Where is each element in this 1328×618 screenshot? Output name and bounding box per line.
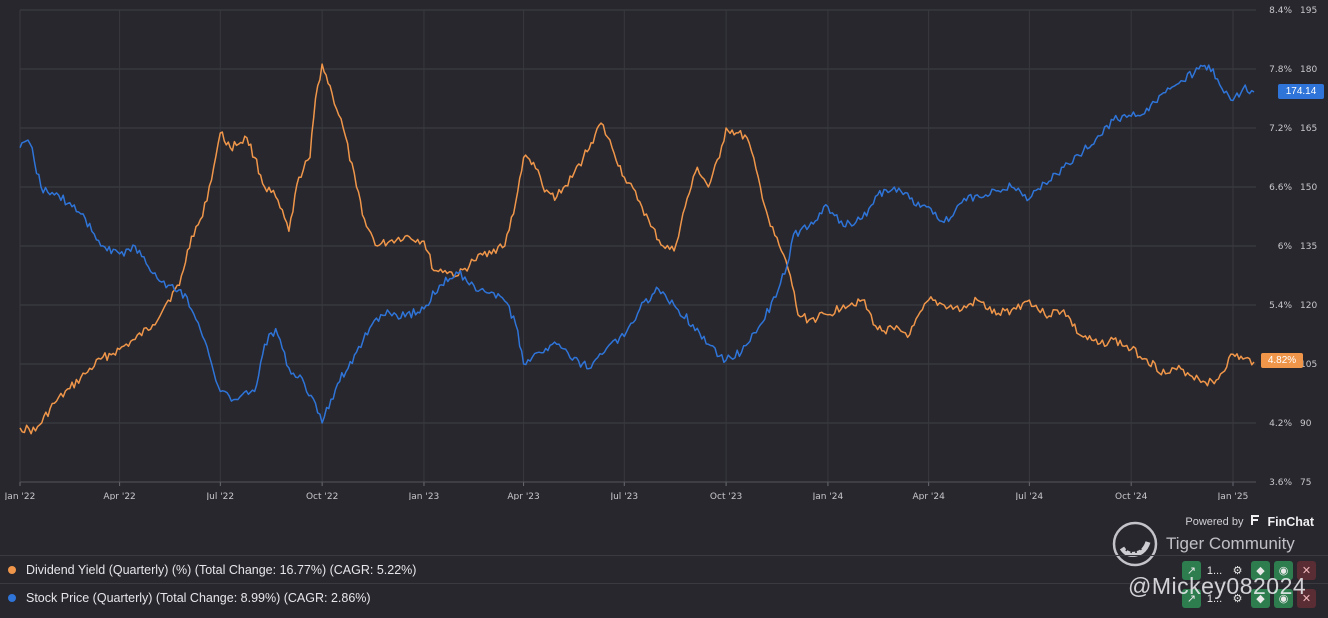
sort-icon[interactable]: 1... <box>1206 564 1223 577</box>
series-line-dividend-yield <box>19 63 1255 435</box>
tag-icon[interactable]: ◆ <box>1251 561 1270 580</box>
y-left-tick-label: 8.4% <box>1269 6 1292 16</box>
eye-icon[interactable]: ◉ <box>1274 561 1293 580</box>
series-line-stock-price <box>19 64 1255 424</box>
y-right-tick-label: 120 <box>1300 301 1317 311</box>
x-tick-label: Apr '22 <box>103 492 135 500</box>
chart-area: 8.4% 195 7.8% 180 7.2% 165 6.6% 150 6% 135 5.4% 120… <box>4 6 1318 500</box>
x-tick-label: Jul '22 <box>205 492 234 500</box>
last-yield-tag: 4.82% <box>1261 353 1303 368</box>
legend-label-stock-price: Stock Price (Quarterly) (Total Change: 8… <box>26 591 371 605</box>
sort-icon[interactable]: 1... <box>1206 592 1223 605</box>
x-tick-label: Apr '23 <box>507 492 539 500</box>
y-right-tick-label: 90 <box>1300 419 1312 429</box>
powered-by-label: Powered by <box>1185 515 1244 528</box>
close-icon[interactable]: ✕ <box>1297 589 1316 608</box>
close-icon[interactable]: ✕ <box>1297 561 1316 580</box>
gear-icon[interactable]: ⚙ <box>1232 565 1243 577</box>
legend-row-stock-price[interactable]: Stock Price (Quarterly) (Total Change: 8… <box>0 583 1328 612</box>
tag-icon[interactable]: ◆ <box>1251 589 1270 608</box>
powered-by-brand: FinChat <box>1267 514 1314 529</box>
legend-row-dividend-yield[interactable]: Dividend Yield (Quarterly) (%) (Total Ch… <box>0 555 1328 584</box>
y-left-tick-label: 7.2% <box>1269 124 1292 134</box>
legend-dot-stock-price <box>8 594 16 602</box>
trend-icon[interactable]: ↗ <box>1182 561 1201 580</box>
y-right-tick-label: 180 <box>1300 65 1317 75</box>
y-right-tick-label: 135 <box>1300 242 1317 252</box>
y-right-tick-label: 150 <box>1300 183 1317 193</box>
y-left-tick-label: 4.2% <box>1269 419 1292 429</box>
x-tick-label: Oct '24 <box>1115 492 1148 500</box>
y-left-tick-label: 7.8% <box>1269 65 1292 75</box>
y-left-tick-label: 5.4% <box>1269 301 1292 311</box>
powered-by: Powered by FinChat <box>1185 514 1314 529</box>
trend-icon[interactable]: ↗ <box>1182 589 1201 608</box>
y-right-tick-label: 195 <box>1300 6 1317 16</box>
last-price-tag: 174.14 <box>1278 84 1324 99</box>
x-tick-label: Apr '24 <box>912 492 945 500</box>
y-left-tick-label: 6.6% <box>1269 183 1292 193</box>
finchat-logo-icon <box>1249 514 1261 529</box>
y-left-tick-label: 6% <box>1278 242 1293 252</box>
x-tick-label: Jul '24 <box>1015 492 1044 500</box>
y-right-tick-label: 105 <box>1300 360 1317 370</box>
legend-dot-dividend-yield <box>8 566 16 574</box>
y-right-tick-label: 75 <box>1300 478 1311 488</box>
x-tick-label: Oct '22 <box>306 492 338 500</box>
watermark-community: Tiger Community <box>1166 534 1295 553</box>
y-left-tick-label: 3.6% <box>1269 478 1292 488</box>
x-tick-label: Jul '23 <box>609 492 638 500</box>
x-tick-label: Jan '25 <box>1217 492 1249 500</box>
gear-icon[interactable]: ⚙ <box>1232 593 1243 605</box>
legend-label-dividend-yield: Dividend Yield (Quarterly) (%) (Total Ch… <box>26 563 417 577</box>
x-tick-label: Jan '23 <box>408 492 440 500</box>
x-tick-label: Jan '24 <box>812 492 844 500</box>
eye-icon[interactable]: ◉ <box>1274 589 1293 608</box>
watermark-user: @Mickey082024 <box>1128 573 1307 599</box>
x-tick-label: Jan '22 <box>4 492 36 500</box>
x-tick-label: Oct '23 <box>710 492 742 500</box>
y-right-tick-label: 165 <box>1300 124 1317 134</box>
tiger-logo-icon <box>1112 521 1158 567</box>
